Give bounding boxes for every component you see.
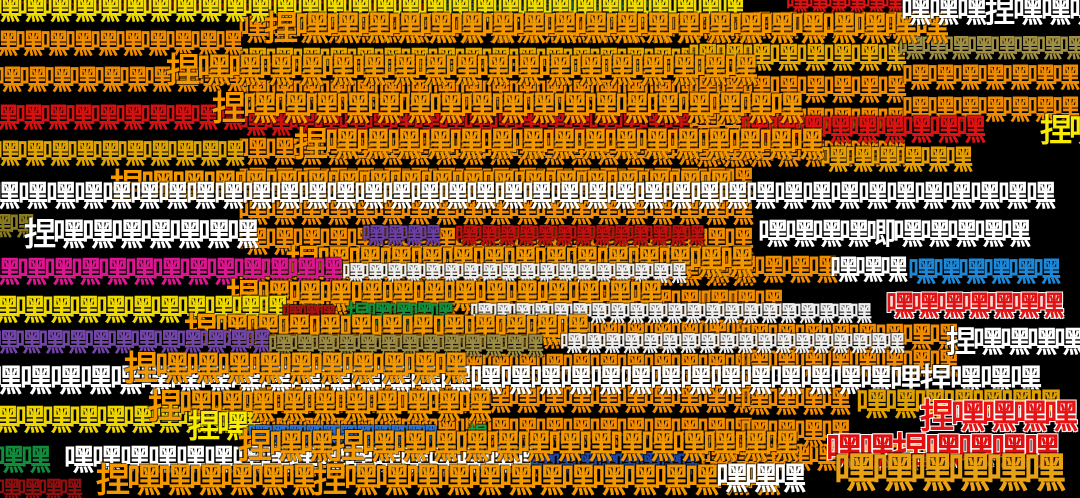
- text-line-wall-row-6: 嘿嘿嘿嘿嘿嘿嘿嘿嘿嘿嘿嘿嘿嘿嘿嘿嘿嘿嘿: [238, 165, 754, 200]
- text-line-cascade-11: 捏嘿嘿捏嘿嘿嘿嘿嘿嘿嘿嘿嘿嘿嘿嘿嘿嘿: [238, 427, 799, 467]
- text-line-mid-white-row: 嘿嘿嘿嘿嘿嘿嘿嘿嘿嘿嘿嘿嘿嘿嘿嘿嘿嘿嘿嘿嘿嘿嘿嘿嘿嘿嘿嘿嘿嘿嘿嘿嘿嘿嘿嘿嘿嘿: [0, 179, 1056, 214]
- text-line-cascade-4: 捏嘿嘿嘿嘿嘿嘿嘿嘿嘿嘿嘿嘿嘿嘿嘿嘿: [294, 125, 824, 165]
- text-line-right-blue-row: 嘿嘿嘿嘿嘿嘿: [908, 255, 1061, 288]
- text-line-left-darkgold-frag: 嘿嘿: [0, 212, 35, 242]
- text-line-br-gold-row: 嘿嘿嘿嘿嘿嘿: [834, 448, 1066, 497]
- text-line-lower-white-row: 嘿嘿嘿嘿嘿嘿嘿嘿嘿嘿嘿嘿嘿嘿嘿嘿嘿嘿嘿嘿嘿嘿嘿嘿嘿嘿嘿嘿嘿嘿哩捏嘿嘿嘿: [0, 361, 1042, 399]
- text-line-green-nie-single: 捏: [468, 422, 488, 446]
- text-line-bottom-white-trio: 嘿嘿嘿: [716, 459, 806, 497]
- text-line-right-red-row: 嘿嘿嘿嘿嘿嘿嘿嘿嘿: [740, 113, 986, 148]
- text-line-cascade-7: 捏嘿嘿嘿嘿嘿嘿嘿嘿嘿嘿嘿嘿嘿: [226, 277, 663, 317]
- text-line-bottom-darkblue-row: 嘿嘿嘿嘿嘿嘿嘿嘿: [530, 450, 701, 478]
- text-line-cascade-2: 捏嘿嘿嘿嘿嘿嘿嘿嘿嘿嘿嘿嘿嘿嘿嘿嘿嘿嘿: [166, 51, 758, 91]
- text-line-bottom-green-pair: 嘿嘿: [0, 443, 51, 478]
- text-line-purple-row: 嘿嘿嘿嘿嘿嘿嘿嘿嘿嘿嘿嘿: [0, 328, 271, 358]
- text-line-green-nie-small: 捏嘿嘿嘿嘿: [346, 300, 454, 328]
- text-line-topright-orange-1: 嘿嘿嘿嘿嘿嘿嘿: [902, 61, 1080, 94]
- text-line-wall-rb-1: 嘿嘿嘿嘿嘿嘿嘿嘿: [740, 321, 959, 356]
- text-line-left-gold-row: 嘿嘿嘿嘿嘿嘿嘿嘿嘿嘿: [0, 137, 245, 170]
- text-line-topright-red-small: 嘿嘿嘿嘿嘿嘿: [786, 0, 903, 17]
- text-line-cascade-10: 捏嘿嘿嘿嘿嘿嘿嘿嘿嘿嘿: [148, 387, 492, 427]
- text-line-orange-mid-right-2: 嘿嘿嘿: [700, 287, 784, 322]
- text-line-right-red-outline-row: 嘿嘿嘿嘿嘿嘿嘿: [886, 289, 1064, 322]
- text-line-wall-row-10: 嘿嘿嘿嘿嘿嘿嘿嘿嘿嘿嘿嘿嘿嘿嘿嘿嘿嘿嘿: [238, 287, 754, 322]
- text-line-wall-row-1: 嘿嘿嘿嘿嘿嘿嘿嘿嘿嘿嘿嘿嘿嘿嘿嘿嘿嘿嘿: [238, 13, 754, 48]
- text-line-wall-right-5b: 嘿嘿嘿嘿嘿嘿: [820, 143, 973, 176]
- text-line-wall-row-2: 嘿嘿嘿嘿嘿嘿嘿嘿嘿嘿嘿嘿嘿嘿嘿嘿嘿嘿嘿: [238, 45, 754, 80]
- text-line-wall-right-5: 嘿嘿嘿嘿嘿嘿嘿嘿: [688, 137, 907, 172]
- text-line-wall-row-13: 嘿嘿嘿嘿嘿嘿嘿嘿嘿嘿嘿嘿嘿嘿嘿嘿嘿嘿嘿: [238, 383, 754, 418]
- text-line-br-amber-row: 嘿嘿嘿嘿嘿嘿嘿: [856, 385, 1062, 423]
- text-line-mid-white-small-2: 嘿嘿嘿嘿嘿嘿嘿嘿嘿嘿嘿嘿嘿嘿嘿嘿嘿嘿嘿嘿嘿: [470, 302, 872, 327]
- text-line-cascade-12: 捏嘿嘿嘿嘿嘿嘿捏嘿嘿嘿嘿嘿嘿嘿嘿嘿嘿嘿嘿嘿嘿: [96, 461, 781, 498]
- text-line-left-orange-row-1: 嘿嘿嘿嘿嘿嘿嘿嘿嘿嘿: [0, 27, 243, 60]
- text-line-cascade-9: 捏嘿嘿嘿嘿嘿嘿嘿嘿嘿嘿: [124, 349, 468, 389]
- text-line-wall-bottom: 嘿嘿嘿嘿嘿嘿嘿嘿嘿: [700, 441, 946, 476]
- text-line-wall-rb-4: 嘿嘿嘿嘿: [740, 417, 851, 452]
- text-line-wall-row-15: 嘿嘿嘿嘿嘿嘿嘿嘿嘿嘿嘿: [238, 447, 538, 482]
- text-line-wall-row-8: 嘿嘿嘿嘿嘿嘿嘿嘿嘿嘿嘿嘿嘿嘿嘿嘿嘿嘿嘿: [238, 225, 754, 260]
- text-line-blue-small-row: 嘿嘿嘿嘿嘿嘿嘿嘿嘿嘿嘿: [248, 422, 438, 446]
- text-line-wall-row-7: 嘿嘿嘿嘿嘿嘿嘿嘿嘿嘿嘿嘿嘿嘿嘿嘿嘿嘿嘿: [238, 195, 754, 230]
- text-line-mid-white-right-line: 嘿嘿嘿嘿唧嘿嘿嘿嘿嘿: [758, 217, 1031, 252]
- text-line-wall-rb-3: 嘿嘿嘿嘿: [740, 385, 851, 420]
- text-line-right-white-nie-line: 捏嘿嘿嘿嘿: [946, 325, 1080, 360]
- text-line-darkred-small-frag: 嘿嘿嘿: [282, 302, 336, 326]
- text-line-neon-nie-pair: 捏嘿: [188, 407, 249, 445]
- text-line-mid-purple-small: 嘿嘿嘿嘿: [362, 224, 441, 249]
- text-line-cascade-1: 捏嘿嘿嘿嘿嘿嘿嘿嘿嘿嘿嘿嘿嘿嘿嘿嘿嘿嘿嘿嘿嘿: [264, 9, 949, 49]
- text-line-cascade-5: 捏嘿嘿嘿嘿嘿嘿嘿嘿嘿嘿嘿嘿嘿嘿嘿嘿嘿嘿嘿: [110, 167, 733, 207]
- text-line-topright-white-line: 嘿嘿嘿捏嘿嘿嘿: [901, 0, 1080, 30]
- text-line-wall-row-12: 嘿嘿嘿嘿嘿嘿嘿嘿嘿嘿嘿嘿嘿嘿嘿嘿嘿嘿嘿: [238, 351, 754, 386]
- text-line-bottom-darkred-frag: 嘿嘿嘿嘿: [0, 476, 83, 498]
- text-line-wall-row-red: 嘿嘿嘿嘿嘿嘿嘿嘿嘿嘿嘿嘿嘿嘿嘿嘿嘿嘿嘿: [238, 107, 716, 140]
- text-line-khaki-row-mid: 嘿嘿嘿嘿嘿嘿嘿嘿嘿嘿嘿嘿嘿: [268, 332, 544, 360]
- text-line-wall-row-14: 嘿嘿嘿嘿嘿嘿嘿嘿嘿嘿嘿嘿嘿嘿嘿嘿嘿嘿嘿: [238, 415, 754, 450]
- text-line-lower-yellow-row: 嘿嘿嘿嘿嘿嘿嘿嘿嘿嘿: [0, 403, 261, 438]
- text-line-wall-right-4: 嘿嘿嘿嘿嘿嘿嘿嘿: [688, 105, 907, 140]
- text-line-wall-right-3: 嘿嘿嘿嘿嘿嘿嘿嘿: [688, 73, 907, 108]
- text-line-left-red-row: 嘿嘿嘿嘿嘿嘿嘿嘿嘿嘿: [0, 101, 243, 134]
- text-line-mid-white-small-3: 嘿嘿嘿嘿嘿嘿嘿嘿嘿嘿嘿嘿嘿嘿嘿嘿嘿嘿: [560, 332, 905, 357]
- text-line-orange-mid-right-3: 嘿嘿: [698, 317, 755, 352]
- text-line-topright-khaki-row: 嘿嘿嘿嘿嘿嘿嘿嘿: [898, 34, 1080, 64]
- text-line-cascade-8: 捏嘿嘿嘿嘿嘿嘿嘿嘿嘿嘿嘿嘿: [184, 311, 590, 351]
- text-line-wall-row-3: 嘿嘿嘿嘿嘿嘿嘿嘿嘿嘿嘿嘿嘿嘿嘿嘿嘿嘿嘿: [238, 77, 754, 112]
- text-line-mid-white-nie-line: 捏嘿嘿嘿嘿嘿嘿嘿: [24, 215, 259, 253]
- text-line-yellow-row-mid: 嘿嘿嘿嘿嘿嘿嘿嘿嘿嘿嘿: [0, 293, 288, 328]
- text-line-mid-red-small: 嘿嘿嘿嘿嘿嘿嘿嘿嘿嘿嘿嘿嘿: [455, 224, 705, 249]
- text-line-wall-right-1: 嘿嘿嘿嘿嘿嘿嘿嘿: [688, 9, 907, 44]
- text-line-magenta-row: 嘿嘿嘿嘿嘿嘿嘿嘿嘿嘿嘿嘿嘿: [0, 255, 344, 290]
- text-line-cascade-6: 捏嘿嘿嘿嘿嘿嘿嘿嘿嘿嘿嘿嘿嘿嘿: [286, 243, 754, 283]
- text-line-right-white-pair: 嘿嘿嘿: [830, 253, 908, 286]
- text-line-topright-orange-2: 嘿嘿嘿嘿嘿嘿嘿: [902, 93, 1080, 126]
- text-line-br-red-nie-line-2: 嘿嘿捏嘿嘿嘿嘿: [826, 431, 1060, 472]
- text-line-wall-row-9: 嘿嘿嘿嘿嘿嘿嘿嘿嘿嘿嘿嘿嘿嘿嘿嘿嘿嘿嘿: [238, 256, 754, 291]
- text-line-wall-right-2: 嘿嘿嘿嘿嘿嘿嘿嘿: [688, 41, 907, 76]
- text-line-wall-row-11: 嘿嘿嘿嘿嘿嘿嘿嘿嘿嘿嘿嘿嘿嘿嘿嘿嘿嘿嘿: [238, 319, 754, 354]
- text-line-mid-white-small-1: 嘿嘿嘿嘿嘿嘿嘿嘿嘿嘿嘿嘿嘿嘿嘿嘿嘿嘿: [342, 262, 687, 287]
- text-line-bottom-white-row: 嘿嘿嘿嘿嘿嘿嘿嘿嘿嘿嘿嘿嘿嘿嘿嘿嘿: [64, 443, 542, 478]
- text-line-orange-mid-right-1: 嘿嘿嘿嘿嘿: [700, 253, 838, 288]
- text-line-right-neon-nie: 捏嘿: [1040, 111, 1080, 149]
- text-line-cascade-3: 捏嘿嘿嘿嘿嘿嘿嘿嘿嘿嘿嘿嘿嘿嘿嘿嘿嘿嘿: [212, 89, 804, 129]
- text-line-left-orange-row-2: 嘿嘿嘿嘿嘿嘿嘿嘿嘿嘿: [0, 63, 247, 96]
- text-line-wall-row-5: 嘿嘿嘿嘿嘿嘿嘿嘿嘿嘿嘿嘿嘿嘿嘿嘿嘿嘿嘿: [238, 135, 754, 170]
- text-line-br-red-nie-line-1: 捏嘿嘿嘿嘿: [920, 397, 1078, 437]
- text-line-wall-rb-2: 嘿嘿嘿嘿嘿嘿嘿嘿: [740, 347, 959, 382]
- text-line-top-yellow-row: 嘿嘿嘿嘿嘿嘿嘿嘿嘿嘿嘿嘿嘿嘿嘿嘿嘿嘿嘿嘿嘿嘿嘿嘿嘿嘿嘿嘿嘿嘿: [0, 0, 745, 26]
- text-line-top-red-back: 嘿嘿嘿嘿嘿嘿嘿嘿嘿嘿嘿嘿嘿嘿嘿嘿嘿嘿嘿嘿嘿嘿嘿嘿嘿嘿嘿嘿: [0, 0, 641, 16]
- text-line-top-teal-back: 嘿嘿嘿嘿嘿嘿嘿嘿嘿嘿嘿: [430, 0, 664, 18]
